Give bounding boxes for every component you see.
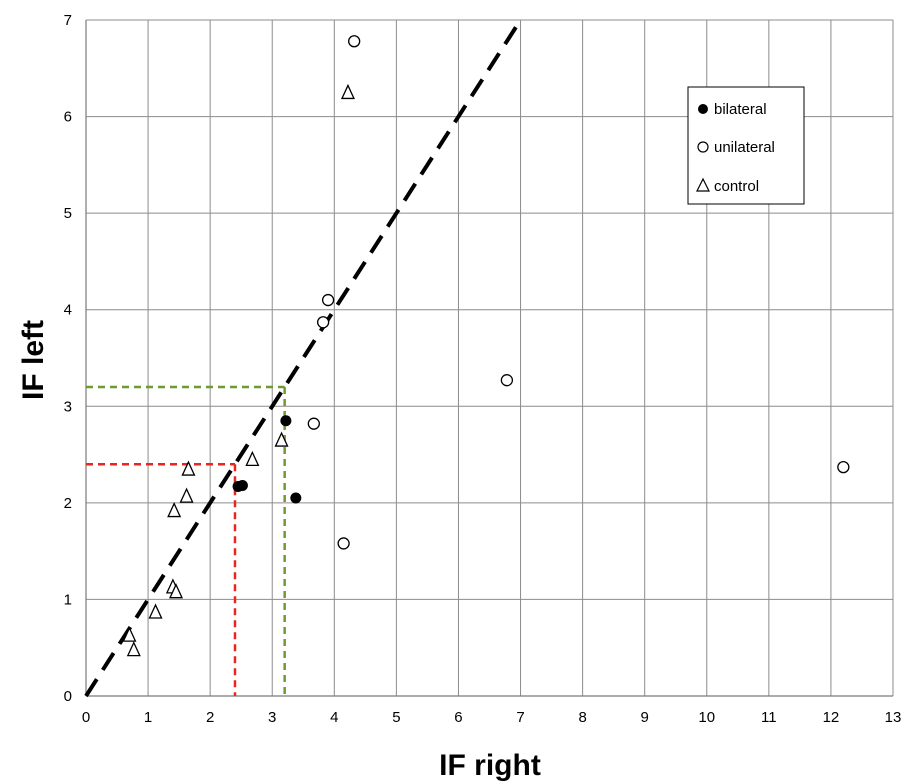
point-unilateral — [307, 417, 320, 430]
legend: bilateral unilateral control — [687, 86, 805, 205]
legend-label-bilateral: bilateral — [714, 101, 767, 118]
x-tick-label: 9 — [641, 709, 649, 726]
x-axis-title: IF right — [439, 749, 541, 781]
x-tick-label: 13 — [885, 709, 902, 726]
x-tick-label: 3 — [268, 709, 276, 726]
x-tick-label: 5 — [392, 709, 400, 726]
x-tick-label: 4 — [330, 709, 338, 726]
y-tick-label: 6 — [64, 109, 72, 126]
y-tick-label: 7 — [64, 12, 72, 29]
x-tick-label: 7 — [516, 709, 524, 726]
x-tick-label: 11 — [761, 709, 777, 726]
point-control — [179, 487, 194, 503]
point-control — [245, 450, 260, 467]
x-tick-label: 8 — [578, 709, 586, 726]
point-unilateral — [337, 537, 350, 550]
y-tick-label: 4 — [64, 302, 72, 319]
y-tick-label: 3 — [64, 398, 72, 415]
point-bilateral — [280, 415, 292, 427]
point-control — [168, 583, 184, 599]
point-control — [274, 431, 289, 447]
x-tick-label: 0 — [82, 709, 90, 726]
point-unilateral — [500, 374, 514, 387]
legend-marker-control — [696, 177, 710, 192]
x-tick-label: 6 — [454, 709, 462, 726]
point-bilateral — [236, 479, 248, 491]
legend-label-unilateral: unilateral — [714, 139, 775, 156]
x-tick-label: 12 — [823, 709, 840, 726]
data-points — [122, 35, 850, 657]
y-tick-label: 5 — [64, 205, 72, 222]
point-control — [181, 460, 196, 476]
point-unilateral — [321, 293, 335, 307]
point-control — [122, 626, 137, 642]
point-unilateral — [348, 35, 361, 48]
point-unilateral — [316, 316, 330, 329]
identity-dashed-line — [84, 18, 523, 698]
x-tick-label: 10 — [698, 709, 715, 726]
y-axis-title: IF left — [17, 320, 50, 400]
y-tick-label: 1 — [64, 591, 72, 608]
point-control — [167, 502, 182, 518]
legend-marker-unilateral — [697, 141, 709, 153]
legend-label-control: control — [714, 178, 759, 195]
point-unilateral — [837, 460, 850, 474]
point-control — [340, 83, 355, 100]
x-tick-label: 1 — [144, 709, 152, 726]
point-control — [126, 641, 141, 657]
point-bilateral — [290, 492, 302, 504]
legend-marker-bilateral — [698, 104, 708, 114]
identity-line — [84, 18, 523, 698]
y-tick-label: 2 — [64, 495, 72, 512]
y-tick-label: 0 — [64, 688, 72, 705]
point-control — [148, 603, 163, 619]
x-tick-label: 2 — [206, 709, 214, 726]
